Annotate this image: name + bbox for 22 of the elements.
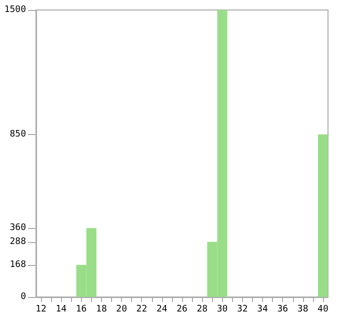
x-tick-label: 28 (196, 304, 208, 314)
y-tick-label: 288 (10, 236, 26, 247)
x-tick-label: 20 (116, 304, 128, 314)
y-tick-label: 360 (10, 223, 26, 234)
y-tick-label: 168 (10, 260, 26, 270)
x-tick-label: 24 (156, 304, 168, 314)
y-tick-label: 1500 (4, 5, 26, 15)
x-tick-label: 34 (257, 304, 268, 314)
x-tick-label: 36 (277, 304, 288, 314)
x-tick-label: 26 (176, 304, 188, 314)
y-tick-label: 0 (20, 292, 26, 302)
x-tick-label: 32 (236, 304, 248, 314)
x-tick-label: 38 (297, 304, 308, 314)
x-tick-label: 40 (318, 304, 328, 314)
x-tick-label: 16 (76, 304, 87, 314)
x-tick-label: 18 (96, 304, 107, 314)
x-tick-label: 22 (136, 304, 148, 314)
x-tick-label: 12 (36, 304, 46, 314)
y-tick-label: 850 (10, 129, 26, 140)
x-tick-label: 30 (216, 304, 228, 314)
bar (318, 134, 328, 297)
x-tick-label: 14 (56, 304, 67, 314)
